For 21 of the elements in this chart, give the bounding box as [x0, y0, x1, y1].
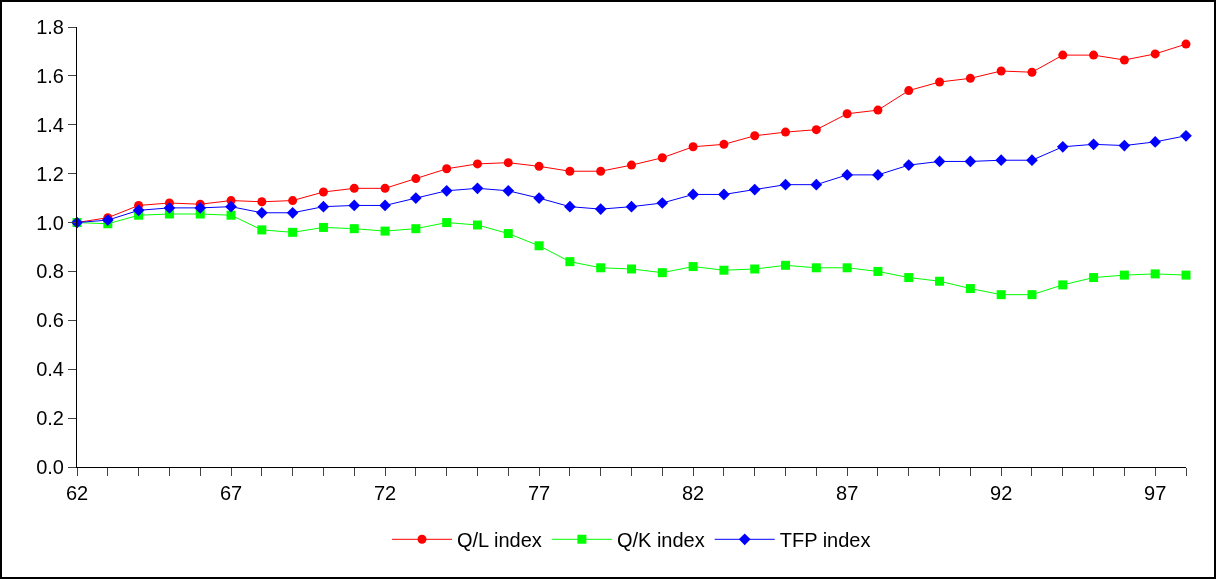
y-tick-label: 1.0	[36, 211, 64, 234]
legend-label: Q/L index	[457, 529, 542, 552]
x-tick-label: 92	[990, 482, 1013, 504]
y-tick-label: 0.6	[36, 309, 64, 332]
y-tick-label: 0.8	[36, 260, 64, 283]
y-tick-label: 1.2	[36, 162, 64, 185]
y-tick-label: 1.6	[36, 64, 64, 87]
x-tick-label: 77	[527, 482, 551, 504]
y-tick-label: 1.8	[36, 16, 64, 38]
x-tick-label: 72	[373, 482, 397, 504]
x-tick-label: 97	[1144, 482, 1167, 504]
x-tick-label: 87	[836, 482, 859, 504]
legend-label: Q/K index	[616, 529, 705, 552]
y-tick-label: 0.2	[36, 407, 64, 430]
y-tick-label: 1.4	[36, 113, 64, 136]
x-tick-label: 67	[219, 482, 243, 504]
y-tick-label: 0.4	[36, 358, 64, 381]
x-tick-label: 62	[65, 482, 89, 504]
legend-label: TFP index	[779, 529, 871, 552]
y-tick-label: 0.0	[36, 456, 64, 478]
x-tick-label: 82	[681, 482, 705, 504]
